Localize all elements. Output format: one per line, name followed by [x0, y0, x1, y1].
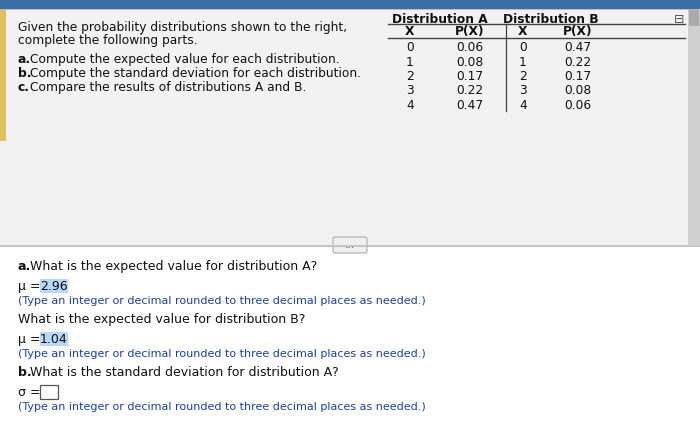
Text: 0.06: 0.06 — [564, 99, 592, 112]
Text: X: X — [518, 25, 528, 38]
Text: 0.08: 0.08 — [564, 85, 592, 97]
Text: ⊟: ⊟ — [673, 13, 684, 26]
Text: μ =: μ = — [18, 280, 41, 293]
Text: 1: 1 — [406, 56, 414, 68]
Text: 3: 3 — [406, 85, 414, 97]
Text: 0.22: 0.22 — [456, 85, 484, 97]
Text: 0.47: 0.47 — [456, 99, 484, 112]
Bar — [688, 9, 700, 246]
Bar — [40, 279, 68, 293]
Text: Distribution B: Distribution B — [503, 13, 598, 26]
Text: 0.17: 0.17 — [456, 70, 484, 83]
Text: σ =: σ = — [18, 386, 41, 399]
Text: 2: 2 — [519, 70, 527, 83]
Text: μ =: μ = — [18, 333, 41, 346]
Text: 0.06: 0.06 — [456, 41, 484, 54]
Text: What is the expected value for distribution B?: What is the expected value for distribut… — [18, 313, 305, 326]
Text: X: X — [405, 25, 414, 38]
Text: P(X): P(X) — [564, 25, 593, 38]
Text: complete the following parts.: complete the following parts. — [18, 34, 197, 47]
Text: 0: 0 — [519, 41, 527, 54]
Text: 0.17: 0.17 — [564, 70, 592, 83]
Text: What is the standard deviation for distribution A?: What is the standard deviation for distr… — [30, 366, 339, 379]
Text: (Type an integer or decimal rounded to three decimal places as needed.): (Type an integer or decimal rounded to t… — [18, 296, 426, 306]
Text: 1.04: 1.04 — [40, 333, 68, 346]
Bar — [40, 332, 68, 346]
Text: What is the expected value for distribution A?: What is the expected value for distribut… — [30, 260, 317, 273]
Text: b.: b. — [18, 67, 32, 80]
Text: (Type an integer or decimal rounded to three decimal places as needed.): (Type an integer or decimal rounded to t… — [18, 349, 426, 359]
Text: a.: a. — [18, 53, 31, 66]
Text: c.: c. — [18, 81, 30, 94]
Text: Distribution A: Distribution A — [392, 13, 488, 26]
Text: 3: 3 — [519, 85, 527, 97]
Text: 4: 4 — [519, 99, 527, 112]
Text: 2: 2 — [406, 70, 414, 83]
Text: Compute the standard deviation for each distribution.: Compute the standard deviation for each … — [30, 67, 361, 80]
Text: a.: a. — [18, 260, 32, 273]
Bar — [0, 0, 700, 9]
Text: ...: ... — [345, 239, 355, 250]
Text: 0: 0 — [406, 41, 414, 54]
Text: 0.08: 0.08 — [456, 56, 484, 68]
Text: Compute the expected value for each distribution.: Compute the expected value for each dist… — [30, 53, 340, 66]
Bar — [689, 9, 699, 26]
Text: P(X): P(X) — [455, 25, 484, 38]
Text: 0.22: 0.22 — [564, 56, 592, 68]
Text: Given the probability distributions shown to the right,: Given the probability distributions show… — [18, 21, 347, 34]
Text: Compare the results of distributions A and B.: Compare the results of distributions A a… — [30, 81, 307, 94]
Text: (Type an integer or decimal rounded to three decimal places as needed.): (Type an integer or decimal rounded to t… — [18, 402, 426, 412]
Bar — [0, 9, 700, 246]
Text: 1: 1 — [519, 56, 527, 68]
Text: 2.96: 2.96 — [40, 280, 68, 293]
FancyBboxPatch shape — [333, 237, 367, 253]
Text: 0.47: 0.47 — [564, 41, 592, 54]
Text: 4: 4 — [406, 99, 414, 112]
Text: b.: b. — [18, 366, 32, 379]
Bar — [40, 385, 58, 399]
Bar — [0, 9, 6, 141]
